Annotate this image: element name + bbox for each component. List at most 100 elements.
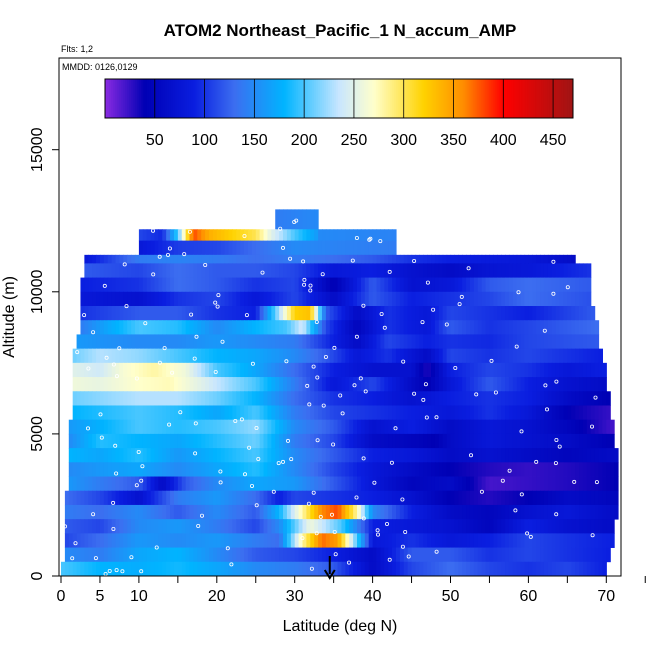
x-tick-label: 70 — [597, 588, 615, 605]
heatmap-cell — [446, 504, 452, 520]
x-tick-label: 60 — [520, 588, 538, 605]
heatmap-cell — [228, 448, 233, 463]
heatmap-cell — [142, 254, 148, 264]
heatmap-cell — [395, 334, 401, 350]
heatmap-cell — [88, 462, 93, 477]
heatmap-cell — [251, 277, 257, 293]
heatmap-cell — [142, 476, 148, 492]
heatmap-cell — [150, 476, 156, 492]
heatmap-cell — [271, 377, 276, 392]
heatmap-cell — [123, 334, 128, 350]
heatmap-cell — [138, 519, 144, 534]
heatmap-cell — [247, 561, 253, 576]
heatmap-cell — [107, 377, 113, 392]
colorbar-segment — [330, 79, 333, 118]
heatmap-cell — [364, 561, 370, 576]
heatmap-cell — [212, 448, 218, 463]
heatmap-cell — [286, 348, 292, 364]
colorbar-segment — [379, 79, 383, 118]
heatmap-cell — [181, 320, 187, 335]
sample-point — [143, 321, 148, 326]
heatmap-cell — [395, 291, 401, 307]
heatmap-cell — [481, 419, 487, 435]
colorbar-segment — [469, 79, 472, 118]
heatmap-cell — [220, 405, 226, 421]
heatmap-cell — [481, 490, 487, 506]
heatmap-cell — [247, 433, 253, 449]
heatmap-cell — [395, 391, 401, 406]
heatmap-cell — [232, 362, 237, 378]
colorbar-segment — [493, 79, 496, 118]
heatmap-cell — [360, 547, 366, 563]
heatmap-cell — [251, 320, 257, 335]
heatmap-cell — [96, 448, 101, 463]
heatmap-cell — [80, 462, 85, 477]
heatmap-cell — [380, 320, 385, 335]
heatmap-cell — [458, 448, 463, 463]
heatmap-cell — [446, 362, 452, 378]
heatmap-cell — [477, 348, 483, 364]
heatmap-cell — [419, 547, 424, 563]
heatmap-cell — [450, 533, 455, 548]
heatmap-cell — [216, 277, 222, 293]
heatmap-cell — [349, 334, 354, 350]
heatmap-cell — [423, 561, 428, 576]
sample-point — [354, 334, 359, 339]
heatmap-cell — [415, 348, 420, 364]
colorbar-segment — [340, 79, 343, 118]
heatmap-cell — [360, 263, 366, 278]
heatmap-cell — [446, 476, 452, 492]
heatmap-cell — [314, 561, 319, 576]
heatmap-cell — [286, 547, 292, 563]
heatmap-cell — [298, 476, 304, 492]
heatmap-cell — [64, 547, 70, 563]
heatmap-cell — [80, 519, 85, 534]
heatmap-cell — [582, 348, 588, 364]
heatmap-cell — [524, 433, 529, 449]
heatmap-cell — [357, 277, 362, 293]
x-tick-label: 20 — [208, 588, 226, 605]
heatmap-cell — [107, 334, 113, 350]
heatmap-cell — [212, 277, 218, 293]
heatmap-cell — [158, 448, 163, 463]
heatmap-cell — [193, 433, 198, 449]
heatmap-cell — [559, 348, 565, 364]
heatmap-cell — [567, 348, 572, 364]
x-tick-label: 40 — [364, 588, 382, 605]
heatmap-cell — [310, 490, 315, 506]
heatmap-cell — [251, 405, 257, 421]
colorbar-segment — [433, 79, 437, 118]
heatmap-cell — [76, 504, 82, 520]
heatmap-cell — [275, 320, 280, 335]
heatmap-cell — [333, 419, 339, 435]
heatmap-cell — [173, 334, 179, 350]
heatmap-cell — [119, 306, 124, 321]
heatmap-cell — [427, 291, 432, 307]
heatmap-cell — [586, 405, 592, 421]
heatmap-cell — [540, 405, 545, 421]
heatmap-cell — [267, 462, 272, 477]
heatmap-cell — [540, 377, 545, 392]
sample-point — [321, 403, 326, 408]
heatmap-cell — [454, 490, 459, 506]
heatmap-cell — [325, 448, 331, 463]
colorbar-segment — [513, 79, 516, 118]
heatmap-cell — [610, 490, 615, 506]
heatmap-cell — [201, 320, 206, 335]
sample-point — [453, 365, 458, 370]
heatmap-cell — [240, 254, 245, 264]
sample-point — [389, 460, 394, 465]
heatmap-cell — [462, 433, 467, 449]
heatmap-cell — [279, 334, 284, 350]
heatmap-cell — [275, 433, 280, 449]
colorbar-segment — [343, 79, 347, 118]
heatmap-cell — [189, 433, 195, 449]
heatmap-cell — [407, 391, 413, 406]
heatmap-cell — [290, 348, 296, 364]
heatmap-cell — [318, 377, 323, 392]
heatmap-cell — [579, 291, 584, 307]
heatmap-cell — [310, 476, 315, 492]
heatmap-cell — [357, 362, 362, 378]
heatmap-cell — [290, 519, 296, 534]
heatmap-cell — [251, 476, 257, 492]
